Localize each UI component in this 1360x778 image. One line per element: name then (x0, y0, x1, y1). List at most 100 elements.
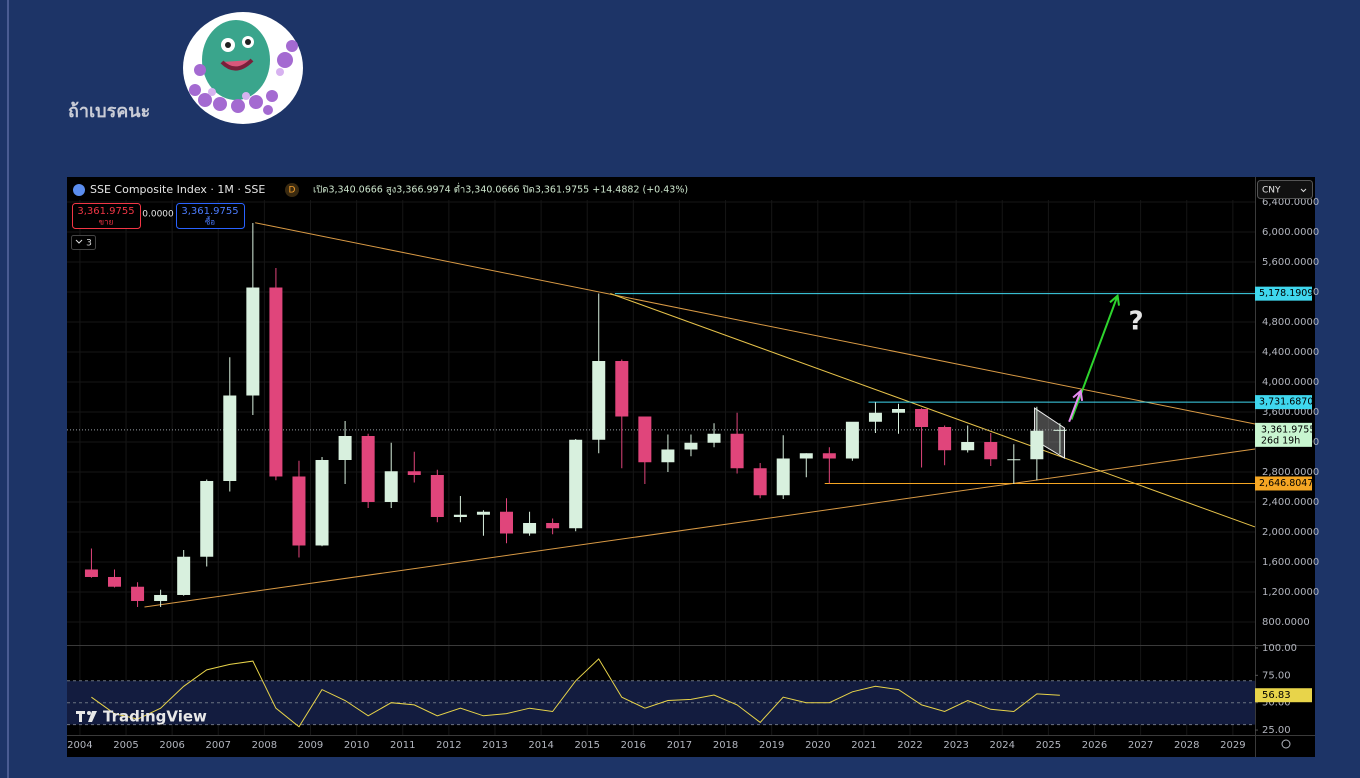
candle-body (592, 361, 606, 440)
rsi-tick-label: 25.00 (1262, 725, 1291, 736)
sell-label: ขาย (99, 218, 114, 227)
y-tick-label: 800.0000 (1262, 617, 1310, 628)
candle-body (523, 522, 537, 534)
post-text: ถ้าเบรคนะ (68, 101, 150, 122)
candle-body (776, 458, 790, 496)
x-tick-label: 2023 (943, 740, 968, 751)
x-tick-label: 2014 (528, 740, 553, 751)
rsi-value-label: 56.83 (1262, 690, 1291, 701)
candle-body (500, 511, 514, 534)
x-tick-label: 2024 (990, 740, 1015, 751)
candle-body (892, 409, 906, 413)
y-tick-label: 1,200.0000 (1262, 587, 1319, 598)
badge-bg (285, 183, 299, 197)
chevron-icon (1300, 188, 1307, 193)
candle-body (753, 468, 767, 496)
spread: 0.0000 (142, 210, 174, 220)
candle-body (984, 441, 998, 460)
candle-body (661, 449, 675, 463)
arrow-head (1072, 389, 1084, 402)
arrow (1070, 295, 1119, 420)
sell-button[interactable] (72, 203, 141, 229)
rsi-tick-label: 50.00 (1262, 698, 1291, 709)
buy-button[interactable] (176, 203, 245, 229)
currency: CNY (1262, 186, 1281, 196)
header-bg (67, 178, 1255, 200)
y-tick-label: 2,400.0000 (1262, 497, 1319, 508)
x-tick-label: 2009 (298, 740, 323, 751)
x-tick-label: 2028 (1174, 740, 1199, 751)
candle-body (1007, 459, 1021, 461)
rsi-line (91, 658, 1060, 728)
y-tick-label: 4,400.0000 (1262, 347, 1319, 358)
indicator-count: 3 (86, 239, 92, 249)
candle-body (569, 439, 583, 529)
x-tick-label: 2015 (574, 740, 599, 751)
watermark: TradingView (103, 708, 207, 726)
x-tick-label: 2027 (1128, 740, 1153, 751)
x-tick-label: 2018 (713, 740, 738, 751)
badge: D (289, 186, 296, 196)
sell-price: 3,361.9755 (77, 206, 134, 217)
candle-body (269, 287, 283, 477)
candle-body (200, 480, 214, 557)
x-tick-label: 2026 (1082, 740, 1107, 751)
axes: 800.0000 1,200.0000 1,600.0000 2,000.0000 2,… (67, 197, 1319, 751)
y-tick-label: 3,600.0000 (1262, 407, 1319, 418)
x-tick-label: 2010 (344, 740, 369, 751)
candle-body (384, 471, 398, 502)
level-label-bg (1255, 476, 1312, 491)
candle-body (84, 569, 98, 577)
y-tick-label: 5,600.0000 (1262, 257, 1319, 268)
candle-body (1053, 429, 1067, 431)
candle-body (799, 453, 813, 459)
arrow (1068, 390, 1082, 423)
candle-body (223, 395, 237, 481)
x-tick-label: 2025 (1036, 740, 1061, 751)
x-tick-label: 2016 (621, 740, 646, 751)
candle-body (638, 416, 652, 463)
y-tick-label: 2,800.0000 (1262, 467, 1319, 478)
x-tick-label: 2017 (667, 740, 692, 751)
x-tick-label: 2022 (897, 740, 922, 751)
rsi-value-bg (1255, 688, 1312, 703)
candle-body (707, 433, 721, 443)
symbol-title: SSE Composite Index · 1M · SSE (90, 183, 265, 196)
watermark-logo (76, 711, 97, 722)
arrow-head (1109, 293, 1120, 306)
candle-body (938, 426, 952, 451)
currency-select[interactable] (1257, 180, 1313, 199)
candle-body (845, 421, 859, 459)
x-tick-label: 2008 (252, 740, 277, 751)
candle-body (246, 287, 260, 396)
indicator-toggle[interactable] (71, 235, 96, 250)
settings-icon[interactable] (1281, 739, 1291, 749)
candle-body (1030, 430, 1044, 460)
candle-body (338, 435, 352, 460)
rsi-tick-label: 100.00 (1262, 643, 1297, 654)
countdown: 26d 19h (1261, 435, 1300, 446)
sticker (183, 12, 303, 124)
x-tick-label: 2011 (390, 740, 415, 751)
candle-body (108, 576, 122, 587)
candle-body (315, 459, 329, 546)
buy-price: 3,361.9755 (181, 206, 238, 217)
x-tick-label: 2019 (759, 740, 784, 751)
y-tick-label: 1,600.0000 (1262, 557, 1319, 568)
trendline (144, 448, 1256, 608)
candle-body (407, 471, 421, 475)
rsi-tick-label: 75.00 (1262, 670, 1291, 681)
candle-body (684, 442, 698, 450)
trendline (255, 222, 1256, 425)
buy-label: ซื้อ (205, 216, 215, 227)
y-tick-label: 4,800.0000 (1262, 317, 1319, 328)
candle-body (822, 453, 836, 459)
candle-body (131, 586, 145, 601)
x-tick-label: 2005 (113, 740, 138, 751)
x-tick-label: 2004 (67, 740, 92, 751)
level-label-bg (1255, 286, 1312, 301)
level-label: 2,646.8047 (1259, 478, 1313, 489)
candle-body (453, 514, 467, 517)
